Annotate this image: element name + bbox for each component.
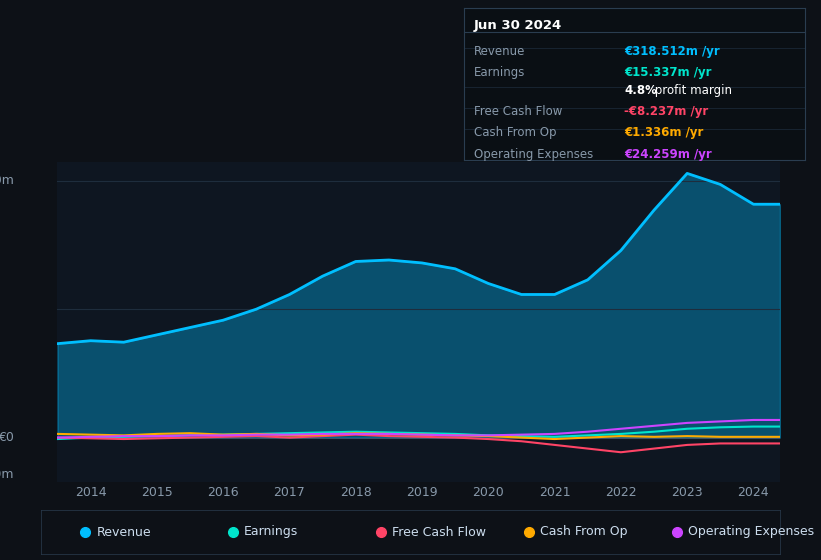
Text: Cash From Op: Cash From Op bbox=[540, 525, 627, 539]
Text: Operating Expenses: Operating Expenses bbox=[688, 525, 814, 539]
Text: Operating Expenses: Operating Expenses bbox=[474, 147, 594, 161]
Text: Free Cash Flow: Free Cash Flow bbox=[474, 105, 562, 118]
Text: profit margin: profit margin bbox=[651, 84, 732, 97]
Text: €24.259m /yr: €24.259m /yr bbox=[624, 147, 712, 161]
Text: -€50m: -€50m bbox=[0, 468, 14, 481]
Text: €15.337m /yr: €15.337m /yr bbox=[624, 66, 712, 79]
Text: €350m: €350m bbox=[0, 174, 14, 187]
Text: 4.8%: 4.8% bbox=[624, 84, 657, 97]
Text: €318.512m /yr: €318.512m /yr bbox=[624, 45, 720, 58]
Text: Jun 30 2024: Jun 30 2024 bbox=[474, 19, 562, 32]
Text: Earnings: Earnings bbox=[474, 66, 525, 79]
Text: Earnings: Earnings bbox=[245, 525, 299, 539]
Text: Revenue: Revenue bbox=[474, 45, 525, 58]
Text: -€8.237m /yr: -€8.237m /yr bbox=[624, 105, 709, 118]
Text: €0: €0 bbox=[0, 431, 14, 444]
Text: Cash From Op: Cash From Op bbox=[474, 127, 557, 139]
Text: €1.336m /yr: €1.336m /yr bbox=[624, 127, 704, 139]
Text: Revenue: Revenue bbox=[97, 525, 151, 539]
Text: Free Cash Flow: Free Cash Flow bbox=[392, 525, 486, 539]
